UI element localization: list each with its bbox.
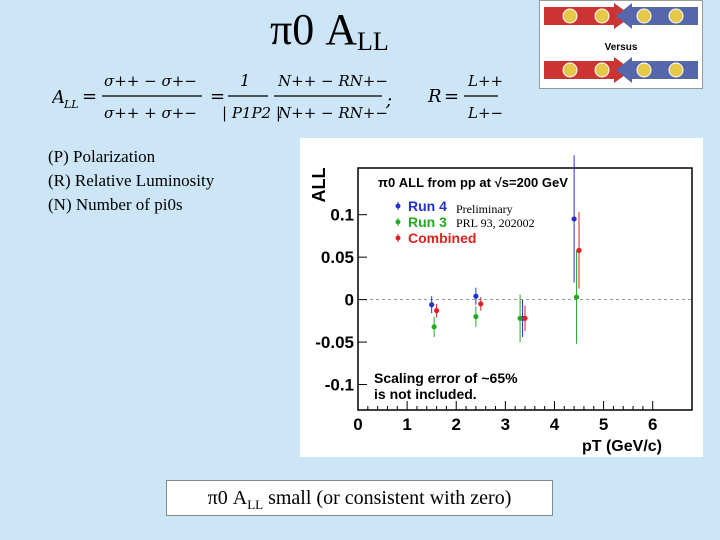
data-point (576, 247, 582, 253)
summary-post: small (or consistent with zero) (263, 487, 512, 509)
legend-label: Combined (408, 230, 476, 246)
formula-semicolon: ; (385, 90, 392, 111)
y-tick-label: -0.05 (315, 333, 354, 352)
formula-r-den: L+− (467, 104, 503, 122)
y-tick-label: -0.1 (325, 376, 354, 395)
data-point (522, 315, 528, 321)
data-point (473, 313, 479, 320)
data-point (431, 324, 437, 330)
y-tick-label: 0.1 (330, 206, 354, 225)
logo-ball-1 (562, 8, 578, 24)
data-point (429, 302, 435, 308)
data-point (478, 301, 484, 307)
scaling-note-line-2: is not included. (374, 386, 477, 402)
formula-frac2-num: 1 (240, 71, 250, 90)
data-point (433, 308, 440, 314)
formula-r-num: L++ (467, 72, 503, 90)
formula-eq3: = (444, 86, 459, 107)
data-point (473, 293, 479, 299)
x-tick-label: 6 (648, 415, 657, 434)
formula-frac3-num: N++ − RN+− (277, 72, 388, 90)
x-tick-label: 5 (599, 415, 608, 434)
formula-frac2-den: | P1P2 | (222, 104, 281, 122)
definition-relative-luminosity: (R) Relative Luminosity (48, 171, 215, 190)
logo-blue-arrowhead-bottom (616, 57, 632, 83)
formula-eq2: = (210, 86, 225, 107)
definition-number-of-pi0s: (N) Number of pi0s (48, 195, 183, 214)
formula-lhs: A (52, 87, 65, 108)
x-tick-label: 0 (353, 415, 362, 434)
asymmetry-formula: A LL = σ++ − σ+− σ++ + σ+− = 1 | P1P2 | … (50, 66, 522, 135)
formula-eq1: = (82, 86, 97, 107)
logo-ball-6 (594, 62, 610, 78)
data-point (517, 315, 523, 321)
formula-frac3-den: N++ − RN+− (277, 104, 388, 122)
versus-logo-graphic: Versus (544, 3, 698, 83)
x-tick-label: 2 (452, 415, 461, 434)
logo-ball-4 (668, 8, 684, 24)
logo-ball-7 (636, 62, 652, 78)
preliminary-label: Preliminary (456, 202, 513, 216)
logo-ball-8 (668, 62, 684, 78)
x-tick-label: 4 (550, 415, 560, 434)
logo-ball-2 (594, 8, 610, 24)
y-tick-label: 0.05 (321, 248, 354, 267)
all-plot: ALL π0 ALL from pp at √s=200 GeV Prelimi… (309, 155, 693, 455)
slide-title: π0 ALL (270, 8, 389, 55)
summary-box: π0 ALL small (or consistent with zero) (166, 480, 553, 516)
logo-versus-label: Versus (605, 42, 638, 53)
y-tick-label: 0 (345, 291, 354, 310)
slide-title-sub: LL (357, 27, 389, 56)
prl-reference-label: PRL 93, 202002 (456, 216, 535, 230)
x-tick-label: 1 (402, 415, 411, 434)
logo-ball-3 (636, 8, 652, 24)
chart-title: π0 ALL from pp at √s=200 GeV (378, 175, 568, 190)
y-axis-label: ALL (309, 168, 329, 203)
x-axis-label: pT (GeV/c) (582, 438, 662, 455)
logo-ball-5 (562, 62, 578, 78)
formula-frac1-num: σ++ − σ+− (104, 72, 197, 90)
all-plot-panel: ALL π0 ALL from pp at √s=200 GeV Prelimi… (300, 138, 703, 457)
formula-r-lhs: R (427, 86, 442, 107)
definition-polarization: (P) Polarization (48, 147, 156, 166)
definitions-list: (P) Polarization (R) Relative Luminosity… (48, 145, 214, 217)
legend-label: Run 3 (408, 214, 447, 230)
slide-title-main: π0 A (270, 5, 357, 54)
formula-frac1-den: σ++ + σ+− (104, 104, 197, 122)
formula-lhs-sub: LL (63, 98, 79, 111)
legend-label: Run 4 (408, 198, 447, 214)
data-point (573, 294, 580, 300)
versus-logo: Versus (539, 0, 703, 89)
logo-blue-arrowhead-top (616, 3, 632, 29)
x-tick-label: 3 (501, 415, 510, 434)
scaling-note-line-1: Scaling error of ~65% (374, 370, 518, 386)
formula-svg: A LL = σ++ − σ+− σ++ + σ+− = 1 | P1P2 | … (50, 71, 503, 122)
summary-pre: π0 A (207, 487, 248, 509)
summary-sub: LL (247, 497, 264, 512)
data-point (571, 216, 577, 222)
